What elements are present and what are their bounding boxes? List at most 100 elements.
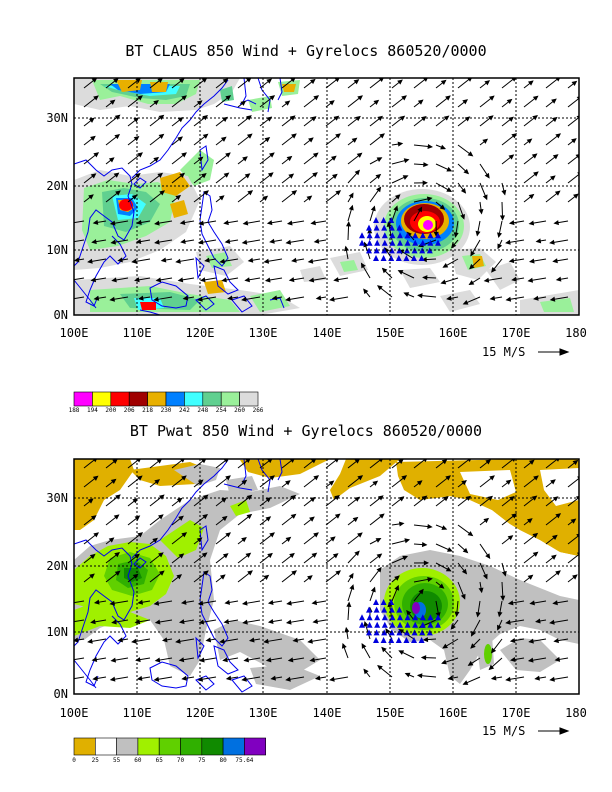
gyre-location-marker	[427, 232, 434, 239]
wind-vector-head	[461, 479, 467, 486]
wind-vector-head	[376, 157, 383, 162]
wind-vector-head	[402, 555, 409, 561]
wind-vector	[567, 553, 579, 564]
wind-vector-head	[93, 599, 100, 605]
wind-vector-head	[311, 600, 318, 606]
wind-vector-head	[223, 172, 230, 178]
wind-vector-head	[90, 173, 97, 179]
wind-vector-head	[288, 173, 295, 179]
wind-vector-head	[375, 538, 382, 543]
wind-vector-head	[262, 195, 269, 201]
x-tick-label: 100E	[60, 326, 89, 340]
colorbar-label: 194	[87, 407, 98, 414]
wind-vector-head	[291, 133, 297, 139]
gyre-location-marker	[373, 606, 380, 613]
wind-vector-head	[447, 675, 454, 681]
y-tick-label: 0N	[54, 687, 68, 701]
wind-vector-head	[423, 162, 429, 168]
wind-vector-head	[246, 494, 253, 500]
wind-vector-head	[175, 194, 182, 201]
wind-vector-head	[93, 152, 100, 158]
wind-vector-head	[549, 239, 555, 245]
colorbar-swatch	[116, 737, 139, 756]
wind-vector-head	[485, 459, 492, 465]
wind-vector-head	[312, 618, 319, 624]
wind-vector-head	[535, 618, 541, 624]
colorbar-swatch	[184, 391, 204, 407]
wind-vector-head	[109, 600, 116, 606]
wind-vector-head	[153, 156, 160, 163]
wind-vector-head	[266, 78, 273, 84]
wind-vector-head	[308, 137, 314, 143]
wind-vector-head	[441, 525, 448, 530]
wind-vector-head	[422, 637, 429, 643]
gyre-location-marker	[381, 629, 388, 636]
gyre-location-marker	[395, 255, 402, 261]
wind-vector-head	[131, 194, 138, 200]
wind-vector-head	[332, 553, 339, 559]
wind-vector-head	[465, 495, 472, 501]
vector-scale-label: 15 M/S	[482, 724, 525, 738]
colorbar-label: 218	[142, 407, 153, 414]
wind-vector-head	[454, 611, 460, 618]
colorbar-swatch	[201, 737, 224, 756]
wind-vector-head	[154, 479, 161, 485]
wind-vector	[567, 477, 579, 488]
wind-vector-head	[110, 657, 117, 663]
wind-vector-head	[244, 173, 251, 179]
wind-vector-head	[157, 78, 163, 83]
wind-vector-head	[393, 205, 399, 212]
wind-vector-head	[552, 534, 558, 541]
wind-vector-head	[357, 532, 363, 538]
wind-vector-head	[285, 536, 292, 542]
gyre-location-marker	[404, 614, 411, 621]
wind-vector-head	[199, 657, 205, 663]
x-tick-label: 160E	[439, 326, 468, 340]
x-tick-label: 130E	[249, 706, 278, 720]
wind-vector-head	[225, 532, 232, 538]
wind-vector-head	[499, 215, 505, 221]
wind-vector-head	[529, 600, 535, 606]
wind-vector-head	[285, 619, 292, 625]
wind-vector-head	[352, 516, 359, 523]
x-tick-label: 170E	[502, 326, 531, 340]
wind-vector	[567, 97, 579, 108]
wind-vector-head	[552, 258, 558, 264]
wind-vector-head	[197, 479, 204, 485]
wind-vector-head	[202, 494, 209, 500]
wind-vector-head	[180, 238, 186, 244]
wind-vector-head	[177, 277, 184, 283]
colorbar-claus: 188 194 200 206 218 230 242 248 254 260 266	[69, 391, 264, 414]
wind-vector-head	[313, 238, 320, 244]
colorbar-label: 260	[234, 407, 245, 414]
wind-vector-head	[470, 250, 476, 257]
wind-vector-head	[490, 647, 497, 654]
wind-vector-head	[246, 513, 253, 520]
wind-vector-head	[225, 675, 232, 681]
wind-vector-head	[286, 220, 293, 226]
wind-vector-head	[269, 532, 275, 538]
y-tick-label: 30N	[46, 491, 68, 505]
wind-vector-head	[440, 79, 447, 85]
gyre-location-marker	[397, 614, 403, 621]
wind-vector-head	[554, 656, 561, 662]
wind-vector-head	[241, 296, 247, 302]
gyre-location-marker	[389, 239, 396, 246]
wind-vector-head	[333, 277, 339, 283]
pwat-shading	[74, 459, 579, 690]
colorbar-label: 266	[253, 407, 264, 414]
gyre-location-marker	[366, 621, 373, 628]
wind-vector-head	[328, 480, 335, 486]
wind-vector-head	[394, 194, 401, 200]
wind-vector-head	[553, 638, 559, 644]
wind-vector-head	[222, 78, 229, 84]
wind-vector-head	[182, 295, 189, 301]
wind-vector-head	[394, 584, 400, 591]
wind-vector-head	[178, 657, 185, 663]
wind-vector-head	[508, 154, 515, 160]
colorbar-swatch	[95, 737, 117, 756]
wind-vector-head	[290, 513, 297, 519]
wind-vector-head	[335, 190, 342, 196]
y-tick-label: 10N	[46, 243, 68, 257]
wind-vector-head	[263, 574, 270, 580]
